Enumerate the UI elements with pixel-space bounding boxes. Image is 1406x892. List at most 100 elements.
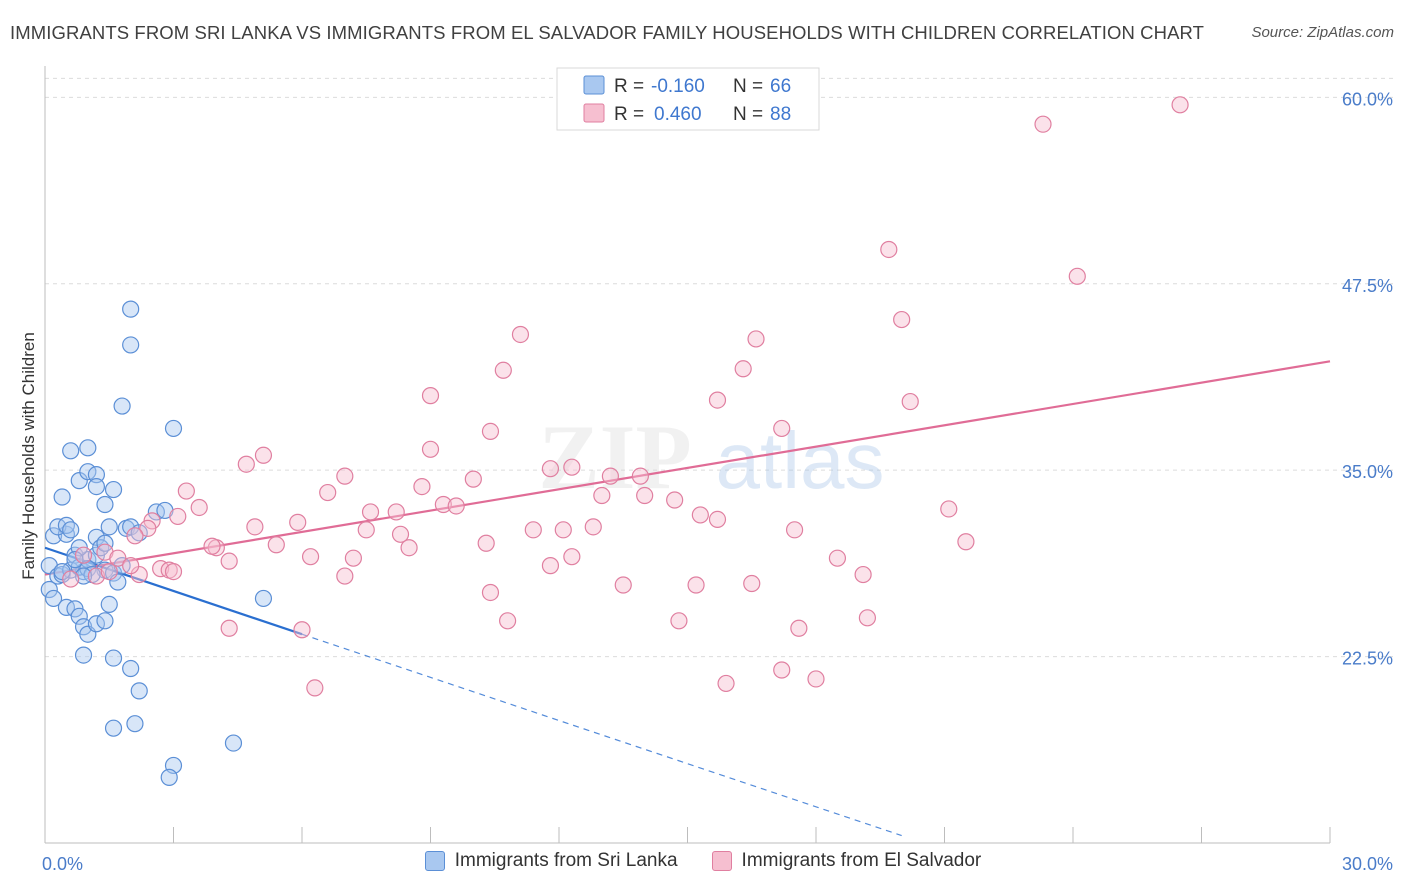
- point-el-salvador-30: [434, 495, 452, 514]
- point-el-salvador-9: [708, 391, 727, 409]
- x-tick-label-0: 0.0%: [42, 854, 83, 874]
- stats-swatch-blue: [583, 75, 605, 95]
- y-tick-label-3: 60.0%: [1342, 89, 1393, 109]
- point-el-salvador-24: [319, 483, 337, 502]
- point-el-salvador-12: [773, 419, 791, 438]
- y-tick-label-2: 47.5%: [1342, 276, 1393, 296]
- point-el-salvador-53: [400, 539, 418, 557]
- point-sri-lanka-7: [100, 518, 118, 536]
- x-tick-labels: 0.0% 30.0%: [42, 854, 1393, 874]
- point-sri-lanka-37: [122, 300, 140, 318]
- point-el-salvador-31: [447, 497, 465, 515]
- point-el-salvador-45: [584, 518, 602, 536]
- point-el-salvador-73: [481, 583, 500, 602]
- y-tick-label-0: 22.5%: [1342, 649, 1393, 669]
- legend-swatch-pink: [711, 851, 732, 871]
- point-sri-lanka-20: [62, 521, 80, 539]
- point-el-salvador-0: [1171, 96, 1189, 114]
- point-el-salvador-69: [614, 576, 632, 594]
- trend-line-sri-lanka-extension: [301, 633, 902, 837]
- point-el-salvador-52: [203, 537, 221, 555]
- point-sri-lanka-58: [160, 768, 178, 786]
- grid-lines: [45, 77, 1395, 658]
- point-el-salvador-75: [670, 612, 688, 630]
- point-sri-lanka-43: [57, 598, 76, 616]
- point-el-salvador-81: [717, 674, 735, 693]
- point-el-salvador-77: [220, 619, 238, 637]
- point-sri-lanka-18: [49, 518, 67, 536]
- point-sri-lanka-38: [164, 419, 183, 438]
- point-el-salvador-70: [687, 576, 705, 594]
- point-el-salvador-14: [421, 440, 440, 458]
- point-sri-lanka-24: [96, 534, 114, 552]
- point-sri-lanka-33: [79, 439, 97, 457]
- point-el-salvador-26: [636, 486, 654, 505]
- trend-line-el-salvador: [44, 360, 1331, 576]
- point-el-salvador-60: [220, 552, 238, 570]
- legend-item-sri-lanka[interactable]: Immigrants from Sri Lanka: [424, 850, 678, 872]
- point-el-salvador-86: [74, 546, 93, 564]
- point-el-salvador-59: [828, 549, 847, 567]
- point-el-salvador-76: [790, 619, 808, 637]
- point-el-salvador-74: [499, 612, 517, 630]
- legend-swatch-blue: [424, 851, 445, 871]
- stats-n-value-1: 66: [770, 76, 791, 97]
- point-el-salvador-15: [254, 446, 273, 464]
- y-axis-label: Family Households with Children: [19, 332, 38, 580]
- watermark-zip: ZIP: [538, 406, 691, 508]
- point-el-salvador-71: [743, 574, 761, 593]
- point-el-salvador-20: [631, 467, 649, 485]
- point-sri-lanka-55: [126, 715, 144, 733]
- point-sri-lanka-45: [70, 607, 88, 625]
- point-el-salvador-80: [306, 679, 324, 697]
- point-el-salvador-55: [301, 548, 320, 566]
- point-el-salvador-67: [130, 565, 148, 584]
- point-el-salvador-82: [773, 661, 791, 679]
- stats-n-value-2: 88: [770, 104, 791, 125]
- el-salvador-points: [62, 96, 1189, 697]
- point-el-salvador-2: [880, 240, 898, 259]
- point-el-salvador-29: [190, 498, 208, 517]
- point-el-salvador-44: [554, 521, 572, 539]
- point-el-salvador-8: [734, 360, 752, 378]
- point-el-salvador-7: [494, 361, 512, 379]
- legend-label-el-salvador: Immigrants from El Salvador: [741, 850, 982, 871]
- point-el-salvador-22: [464, 470, 482, 488]
- watermark-atlas: atlas: [716, 416, 885, 505]
- point-el-salvador-54: [477, 534, 495, 552]
- point-el-salvador-85: [122, 557, 140, 575]
- point-el-salvador-47: [940, 500, 958, 518]
- axes: [44, 66, 1331, 844]
- point-el-salvador-32: [361, 503, 380, 521]
- point-el-salvador-50: [267, 536, 285, 554]
- point-el-salvador-58: [541, 557, 560, 575]
- point-el-salvador-18: [563, 458, 581, 476]
- point-sri-lanka-10: [44, 589, 63, 608]
- point-el-salvador-56: [344, 549, 362, 567]
- point-sri-lanka-36: [122, 336, 140, 354]
- point-el-salvador-40: [289, 513, 307, 531]
- point-el-salvador-5: [747, 330, 765, 348]
- point-el-salvador-4: [893, 310, 911, 329]
- x-tick-label-1: 30.0%: [1342, 854, 1393, 874]
- point-el-salvador-83: [807, 670, 825, 688]
- point-el-salvador-16: [237, 455, 255, 473]
- source-label: Source: ZipAtlas.com: [1251, 24, 1394, 41]
- point-sri-lanka-49: [96, 612, 114, 630]
- point-el-salvador-25: [593, 486, 611, 505]
- point-el-salvador-57: [563, 548, 581, 566]
- point-el-salvador-1: [1034, 115, 1052, 133]
- point-el-salvador-11: [421, 387, 440, 405]
- point-sri-lanka-29: [87, 466, 106, 484]
- point-el-salvador-66: [87, 567, 106, 585]
- legend-item-el-salvador[interactable]: Immigrants from El Salvador: [711, 850, 982, 872]
- point-el-salvador-46: [785, 521, 804, 539]
- point-sri-lanka-1: [44, 527, 63, 545]
- stats-swatch-pink: [583, 103, 605, 123]
- point-el-salvador-19: [601, 467, 620, 485]
- point-el-salvador-10: [901, 392, 919, 411]
- point-el-salvador-62: [109, 549, 127, 567]
- point-el-salvador-39: [246, 518, 264, 536]
- point-el-salvador-65: [62, 570, 80, 588]
- point-sri-lanka-30: [87, 477, 106, 496]
